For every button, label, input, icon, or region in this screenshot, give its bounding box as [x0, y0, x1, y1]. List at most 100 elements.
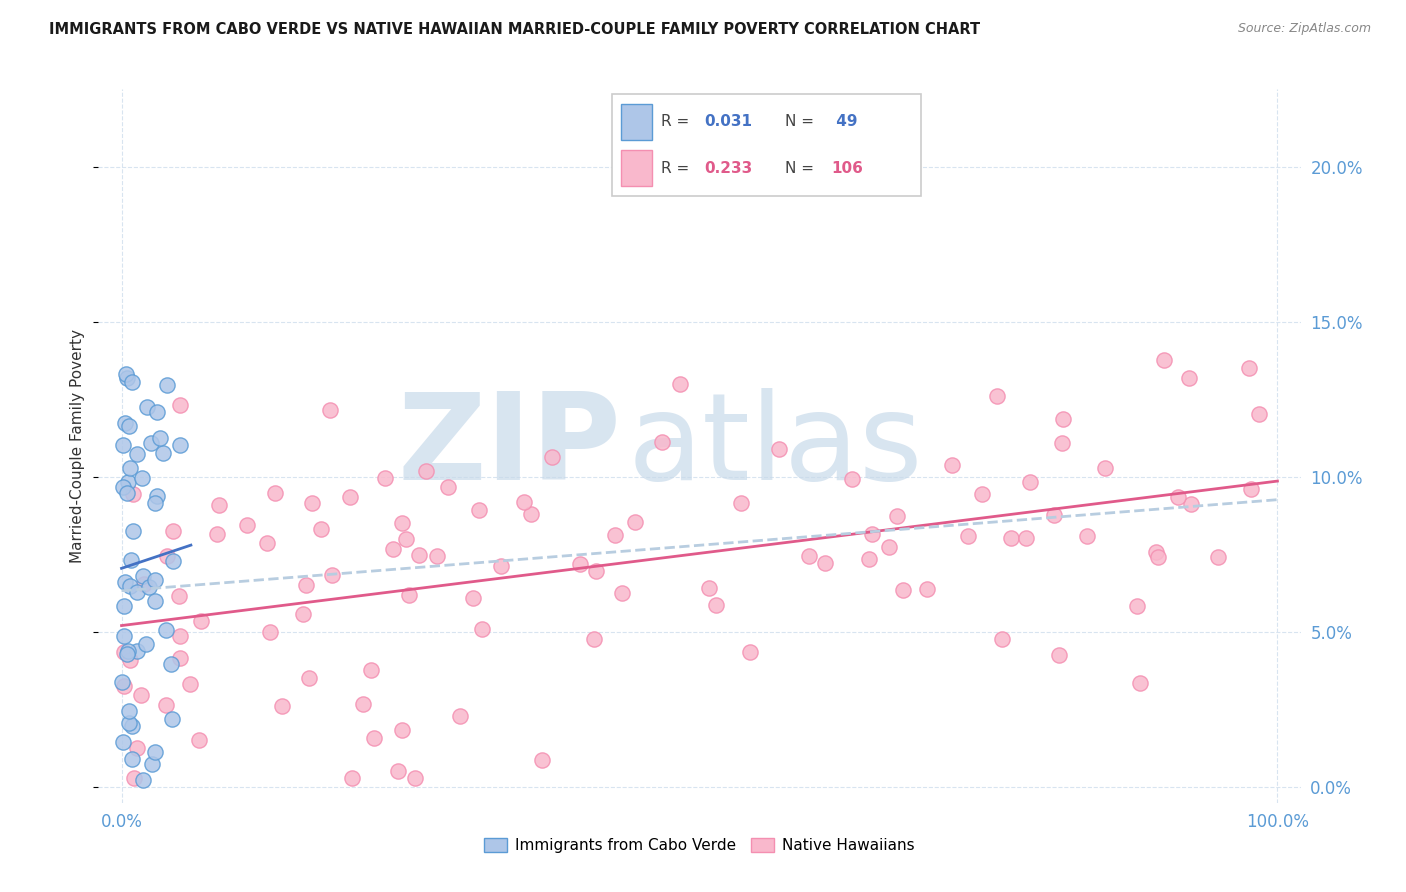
Point — [1239, 360, 1261, 375]
Point — [121, 376, 143, 390]
Point — [143, 574, 166, 588]
Text: atlas: atlas — [627, 387, 922, 505]
Point — [841, 472, 863, 486]
Point — [110, 674, 132, 689]
Point — [132, 773, 155, 788]
Point — [471, 623, 494, 637]
FancyBboxPatch shape — [621, 104, 652, 140]
Point — [256, 536, 278, 550]
Point — [426, 549, 449, 563]
Point — [263, 485, 285, 500]
Point — [292, 607, 315, 622]
Point — [143, 745, 166, 759]
Point — [118, 653, 141, 667]
Point — [159, 657, 181, 672]
Point — [415, 464, 437, 478]
Point — [1047, 648, 1070, 662]
Point — [408, 548, 430, 562]
Point — [117, 475, 139, 489]
Point — [208, 499, 231, 513]
Point — [360, 663, 382, 677]
Point — [1239, 483, 1261, 497]
Point — [117, 486, 139, 500]
Point — [121, 752, 143, 766]
Text: 0.233: 0.233 — [704, 161, 752, 176]
Point — [941, 458, 963, 472]
Point — [1126, 599, 1149, 614]
Point — [387, 764, 409, 778]
Point — [1094, 460, 1116, 475]
Point — [363, 731, 385, 746]
Point — [132, 577, 155, 591]
Point — [118, 704, 141, 718]
Point — [398, 588, 420, 602]
Point — [122, 487, 145, 501]
Point — [704, 598, 727, 612]
Point — [879, 540, 901, 554]
Y-axis label: Married-Couple Family Poverty: Married-Couple Family Poverty — [70, 329, 86, 563]
Point — [160, 712, 183, 726]
Point — [1042, 508, 1064, 522]
Point — [236, 517, 259, 532]
Point — [114, 367, 136, 381]
Point — [1147, 549, 1170, 564]
Point — [118, 579, 141, 593]
Point — [531, 753, 554, 767]
Point — [651, 435, 673, 450]
Point — [391, 516, 413, 531]
Point — [138, 580, 160, 594]
Point — [122, 524, 145, 538]
Point — [155, 698, 177, 713]
Point — [145, 489, 167, 503]
Point — [814, 556, 837, 570]
Point — [152, 446, 174, 460]
Point — [135, 637, 157, 651]
Point — [1076, 529, 1098, 543]
Point — [395, 532, 418, 546]
Point — [1180, 497, 1202, 511]
Point — [1129, 675, 1152, 690]
FancyBboxPatch shape — [621, 150, 652, 186]
Point — [468, 503, 491, 517]
Point — [125, 741, 148, 756]
Point — [122, 771, 145, 785]
Point — [125, 585, 148, 599]
Point — [1178, 371, 1201, 385]
Point — [125, 447, 148, 461]
Point — [271, 698, 294, 713]
Point — [697, 581, 720, 595]
Point — [381, 542, 404, 557]
Point — [167, 589, 190, 603]
Point — [986, 389, 1008, 403]
Point — [114, 574, 136, 589]
Point — [131, 569, 153, 583]
Text: N =: N = — [785, 114, 818, 128]
Point — [205, 526, 228, 541]
Point — [449, 709, 471, 723]
Point — [169, 399, 191, 413]
Point — [141, 756, 163, 771]
Point — [391, 723, 413, 737]
Point — [340, 771, 363, 785]
Point — [162, 554, 184, 568]
Point — [295, 578, 318, 592]
Point — [169, 438, 191, 452]
Point — [513, 495, 536, 509]
Point — [117, 371, 139, 385]
Point — [1050, 435, 1073, 450]
Point — [437, 480, 460, 494]
Point — [298, 671, 321, 685]
Point — [891, 582, 914, 597]
Point — [585, 564, 607, 578]
Text: Source: ZipAtlas.com: Source: ZipAtlas.com — [1237, 22, 1371, 36]
Point — [156, 549, 179, 563]
Point — [1000, 531, 1022, 545]
Point — [117, 644, 139, 658]
Point — [259, 625, 281, 640]
Point — [610, 585, 633, 599]
Point — [114, 416, 136, 430]
Point — [112, 645, 135, 659]
Point — [1167, 490, 1189, 504]
Point — [956, 529, 979, 543]
Point — [1144, 545, 1167, 559]
